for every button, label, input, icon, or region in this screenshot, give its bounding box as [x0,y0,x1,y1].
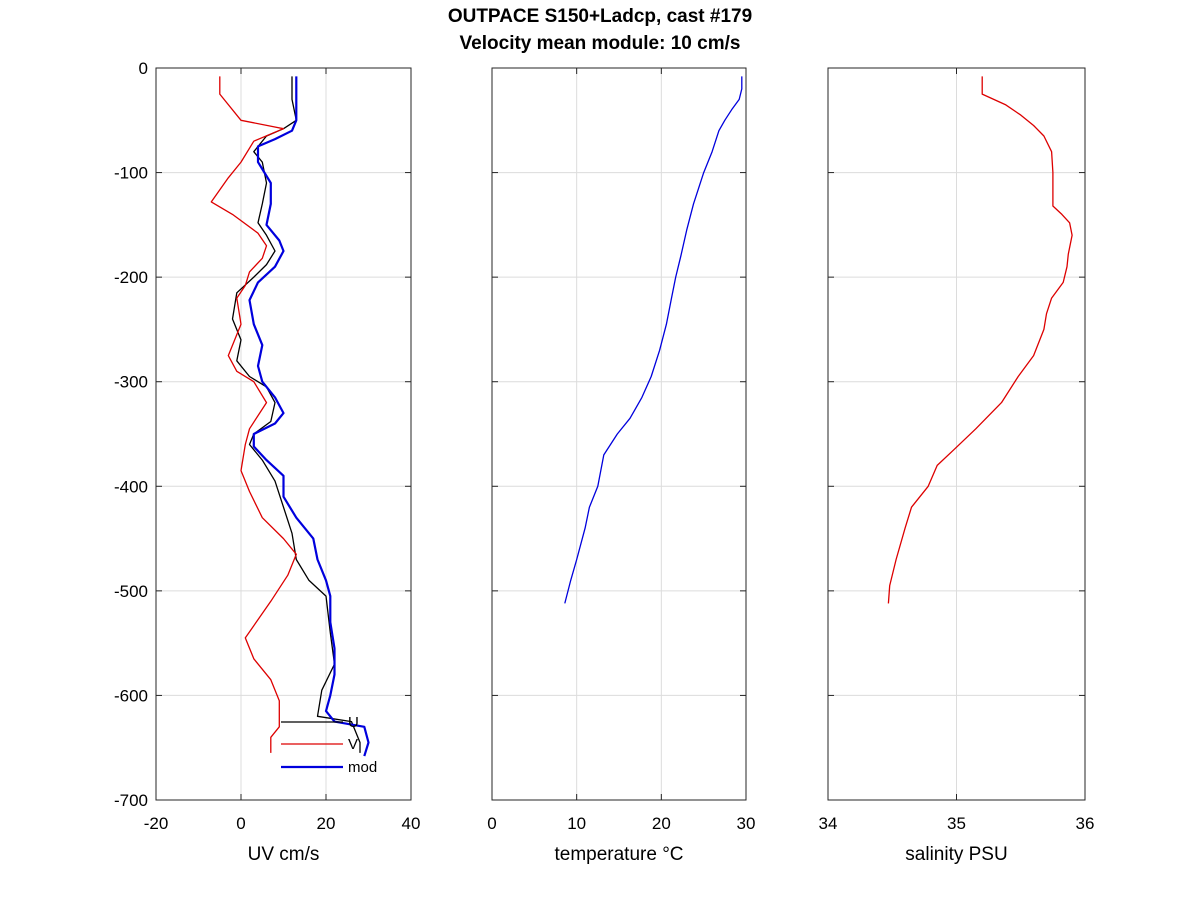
x-tick-label: 30 [737,814,756,833]
x-tick-label: 20 [317,814,336,833]
series-line-v [210,76,297,753]
y-tick-label: -400 [114,477,148,496]
series-line-mod [248,76,370,757]
legend-label-u: U [348,714,359,731]
y-tick-label: -600 [114,686,148,705]
y-tick-label: -500 [114,582,148,601]
axes-box [155,67,412,801]
chart-title-line1: OUTPACE S150+Ladcp, cast #179 [447,6,753,27]
x-tick-label: 35 [947,814,966,833]
x-axis-label: UV cm/s [248,844,320,865]
series-line-temperature [564,76,743,604]
y-tick-label: 0 [139,59,148,78]
y-tick-label: -100 [114,164,148,183]
y-tick-label: -700 [114,791,148,810]
series-line-salinity [887,76,1073,604]
legend-label-mod: mod [348,759,377,776]
x-tick-label: 36 [1076,814,1095,833]
x-tick-label: 34 [819,814,838,833]
panel-temperature: 0 10 20 30 temperature °C [487,67,756,865]
panel-uv: -20 0 20 400-100-200-300-400-500-600-700UV … [114,59,420,865]
chart-title-line2: Velocity mean module: 10 cm/s [459,33,741,54]
y-tick-label: -200 [114,268,148,287]
x-tick-label: 0 [487,814,496,833]
x-axis-label: temperature °C [554,844,683,865]
x-axis-label: salinity PSU [905,844,1007,865]
x-tick-label: 10 [567,814,586,833]
x-tick-label: 40 [402,814,421,833]
legend-label-v: V [348,736,358,753]
x-tick-label: -20 [144,814,169,833]
y-tick-label: -300 [114,373,148,392]
axes-box [491,67,747,801]
series-line-u [231,76,361,753]
x-tick-label: 20 [652,814,671,833]
x-tick-label: 0 [236,814,245,833]
panel-salinity: 34 35 36 salinity PSU [819,67,1095,865]
